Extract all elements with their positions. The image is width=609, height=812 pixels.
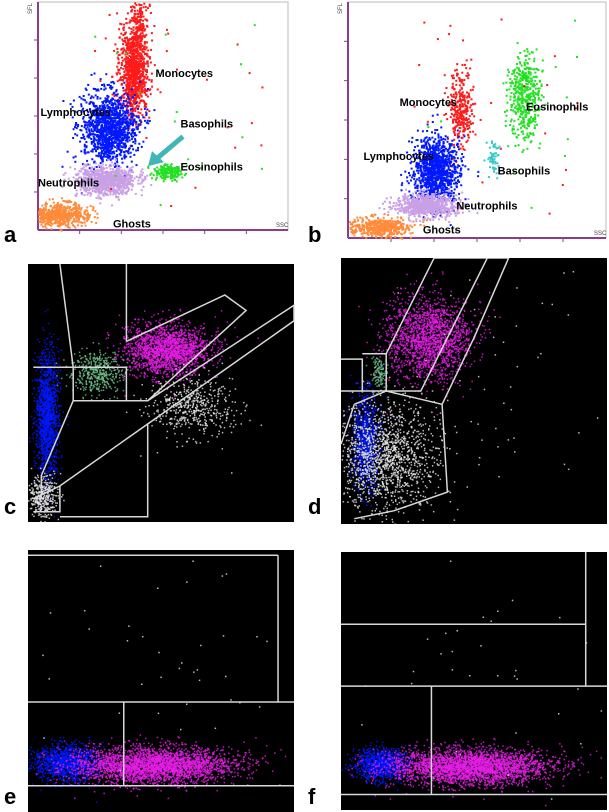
stray-points	[94, 13, 264, 208]
basophils-arrow	[148, 134, 185, 167]
panel-a-label: a	[4, 222, 16, 248]
panel-c: c	[0, 258, 300, 528]
cluster-white_dots-2	[42, 560, 281, 786]
gate-6	[59, 263, 74, 368]
gate-0	[341, 358, 364, 392]
cluster-white_dots-4	[387, 271, 599, 521]
panel-b: SSC SFL Monocytes Eosinophils Lymphocytes Bas…	[305, 0, 609, 250]
panel-b-label: b	[308, 222, 321, 248]
gate-1	[32, 484, 61, 513]
cluster-ghosts	[349, 213, 428, 240]
panel-a-scatter: SSC SFL Monocytes Lymphocytes Basophils Eosin…	[28, 1, 289, 234]
annotation-lymphocytes: Lymphocytes	[363, 151, 434, 163]
cluster-white_dots-2	[361, 560, 603, 800]
annotation-ghosts: Ghosts	[423, 224, 461, 236]
gate-4	[147, 303, 295, 425]
panel-d-label: d	[308, 494, 321, 520]
y-axis-label: SFL	[28, 2, 34, 14]
annotation-neutrophils: Neutrophils	[38, 178, 99, 190]
plot-frame	[347, 1, 607, 239]
x-axis-label: SSC	[594, 231, 607, 237]
gate-2	[385, 258, 489, 392]
cluster-magenta-0	[94, 308, 259, 397]
x-axis-label: SSC	[276, 223, 289, 229]
cluster-monocytes-tail	[119, 2, 154, 59]
annotation-monocytes: Monocytes	[156, 68, 213, 80]
panel-d: d	[305, 258, 609, 528]
cluster-eosinophils	[147, 158, 203, 183]
cluster-lymphocytes	[61, 72, 156, 195]
panel-c-scatter	[28, 263, 295, 523]
panel-c-label: c	[4, 494, 16, 520]
panel-d-scatter	[340, 258, 607, 525]
cluster-basophils	[483, 140, 501, 180]
annotation-monocytes: Monocytes	[400, 97, 457, 109]
annotation-ghosts: Ghosts	[113, 219, 151, 231]
cluster-magenta-1	[348, 737, 602, 807]
panel-f-label: f	[308, 784, 315, 810]
annotation-neutrophils: Neutrophils	[456, 201, 517, 213]
panel-a: SSC SFL Monocytes Lymphocytes Basophils Eosin…	[0, 0, 300, 250]
panel-b-scatter: SSC SFL Monocytes Eosinophils Lymphocytes Bas…	[338, 1, 607, 242]
cluster-lymphocytes-1	[29, 308, 70, 518]
cluster-monocytes	[443, 59, 477, 168]
gate-5	[340, 404, 356, 445]
panel-e-label: e	[4, 784, 16, 810]
annotation-lymphocytes: Lymphocytes	[41, 107, 112, 119]
gate-3	[354, 390, 449, 520]
annotation-basophils: Basophils	[181, 118, 234, 130]
panel-e-scatter	[28, 550, 294, 812]
cluster-eosinophils	[502, 42, 547, 153]
annotation-eosinophils: Eosinophils	[181, 162, 243, 174]
gate-2	[73, 366, 128, 402]
panel-f-scatter	[341, 552, 607, 810]
y-axis-label: SFL	[338, 2, 344, 14]
gate-4	[441, 258, 510, 405]
gate-3	[126, 294, 248, 402]
plot-background	[28, 264, 294, 522]
stray-points	[413, 18, 579, 215]
cluster-neutrophils	[378, 188, 479, 233]
cluster-neutrophils	[61, 158, 156, 207]
annotation-basophils: Basophils	[498, 165, 551, 177]
gate-5	[59, 422, 149, 518]
annotation-eosinophils: Eosinophils	[526, 102, 588, 114]
plot-frame	[37, 1, 289, 231]
cluster-ghosts	[38, 197, 99, 232]
panel-e: e	[0, 540, 300, 812]
gate-1	[362, 353, 387, 392]
panel-f: f	[305, 540, 609, 812]
gate-0	[33, 366, 74, 500]
cluster-white_dots-2	[341, 364, 481, 525]
